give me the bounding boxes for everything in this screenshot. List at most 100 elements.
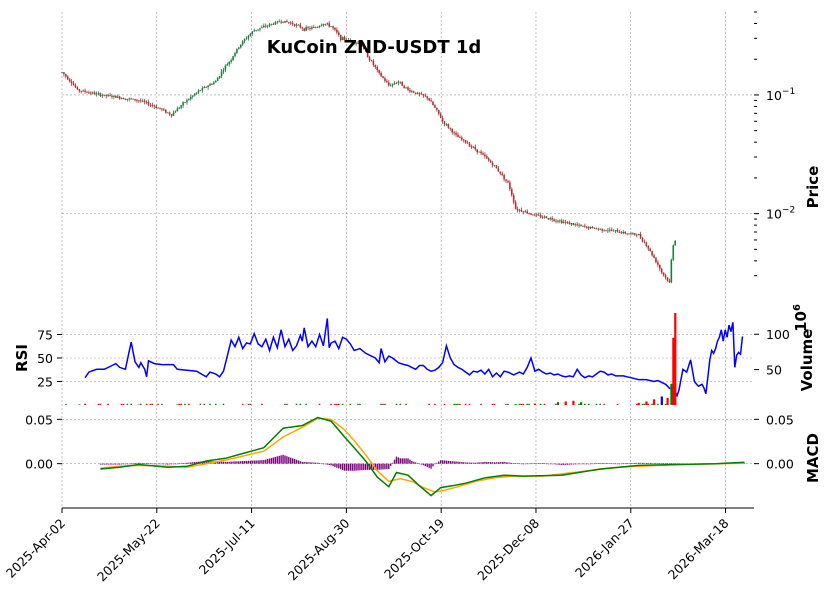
macd-histogram-bar <box>599 463 601 464</box>
candle-body <box>672 245 675 260</box>
candle-body <box>476 149 478 153</box>
macd-histogram-bar <box>536 463 538 464</box>
macd-histogram-bar <box>639 462 642 464</box>
candle-body <box>314 27 317 29</box>
macd-histogram-bar <box>251 460 253 464</box>
volume-bar <box>161 403 163 405</box>
candle-body <box>136 100 138 101</box>
candle-body <box>263 25 265 28</box>
candle-body <box>115 95 117 98</box>
candle-body <box>76 87 79 90</box>
volume-bar <box>660 396 663 405</box>
macd-histogram-bar <box>414 462 417 464</box>
macd-histogram-bar <box>157 463 159 465</box>
candle-body <box>289 22 292 24</box>
candle-body <box>174 111 177 113</box>
candle-body <box>628 233 630 235</box>
macd-histogram-bar <box>259 460 261 464</box>
candle-body <box>293 24 296 26</box>
macd-histogram-bar <box>539 463 542 464</box>
macd-histogram-bar <box>182 463 184 464</box>
volume-bar <box>493 403 496 405</box>
rsi-tick-label: 25 <box>37 375 53 390</box>
candle-body <box>165 109 167 113</box>
volume-bar <box>505 404 508 405</box>
macd-histogram-bar <box>636 462 638 464</box>
candle-body <box>324 23 327 25</box>
macd-histogram-bar <box>657 463 659 464</box>
macd-histogram-bar <box>649 463 651 464</box>
macd-histogram-bar <box>149 463 152 465</box>
macd-histogram-bar <box>480 462 482 464</box>
candle-body <box>234 53 236 57</box>
candle-body <box>128 98 131 100</box>
candle-body <box>224 65 227 70</box>
candle-body <box>484 154 486 157</box>
candle-body <box>645 242 648 246</box>
macd-histogram-bar <box>489 462 492 464</box>
candle-body <box>659 264 661 269</box>
macd-histogram-bar <box>384 463 386 470</box>
candle-body <box>622 231 625 234</box>
volume-bar <box>180 403 182 405</box>
macd-histogram-bar <box>295 459 298 464</box>
macd-histogram-bar <box>516 463 519 464</box>
volume-bar <box>578 403 580 405</box>
macd-histogram-bar <box>591 463 594 465</box>
macd-histogram-bar <box>420 463 423 465</box>
macd-histogram-bar <box>207 461 209 464</box>
macd-histogram-bar <box>561 463 563 465</box>
macd-histogram-bar <box>624 463 626 464</box>
candle-body <box>270 23 273 25</box>
candle-body <box>643 241 646 243</box>
candle-body <box>610 229 613 231</box>
macd-axis-label: MACD <box>804 433 822 483</box>
macd-histogram-bar <box>476 462 478 464</box>
macd-histogram-bar <box>340 463 342 470</box>
volume-bar <box>336 403 338 405</box>
candle-body <box>405 87 407 89</box>
volume-bar <box>145 403 148 405</box>
candle-body <box>472 146 475 148</box>
macd-histogram-bar <box>318 463 321 464</box>
volume-bar <box>295 403 298 405</box>
volume-bar <box>616 403 619 405</box>
macd-histogram-bar <box>503 461 505 464</box>
candle-body <box>243 39 246 42</box>
candle-body <box>180 105 182 108</box>
candle-body <box>445 124 448 125</box>
macd-histogram-bar <box>311 462 313 464</box>
candle-body <box>126 98 129 100</box>
volume-bar <box>526 403 528 405</box>
macd-histogram-bar <box>230 461 232 464</box>
candle-body <box>159 107 161 109</box>
candle-body <box>332 26 334 28</box>
volume-bar <box>261 403 263 405</box>
candle-body <box>626 233 628 235</box>
volume-bar <box>120 403 123 405</box>
volume-bar <box>180 404 183 405</box>
macd-histogram-bar <box>622 463 624 465</box>
macd-histogram-bar <box>382 463 384 470</box>
macd-histogram-bar <box>153 463 155 465</box>
candle-body <box>422 94 425 96</box>
volume-bar <box>209 403 211 405</box>
candle-body <box>170 114 173 116</box>
candle-body <box>559 220 561 222</box>
candle-body <box>416 92 419 94</box>
candle-body <box>495 165 498 169</box>
candle-body <box>489 160 492 163</box>
x-tick-label: 2026-Mar-18 <box>665 515 732 582</box>
macd-histogram-bar <box>361 463 363 471</box>
volume-bar <box>564 401 567 405</box>
candle-body <box>616 230 619 233</box>
candle-body <box>197 90 200 93</box>
macd-histogram-bar <box>109 463 111 465</box>
candle-body <box>288 22 290 23</box>
candle-body <box>428 98 430 101</box>
candle-body <box>359 43 361 45</box>
macd-histogram-bar <box>551 463 553 465</box>
candle-body <box>407 87 409 90</box>
candle-body <box>620 232 623 234</box>
candle-body <box>214 81 217 83</box>
